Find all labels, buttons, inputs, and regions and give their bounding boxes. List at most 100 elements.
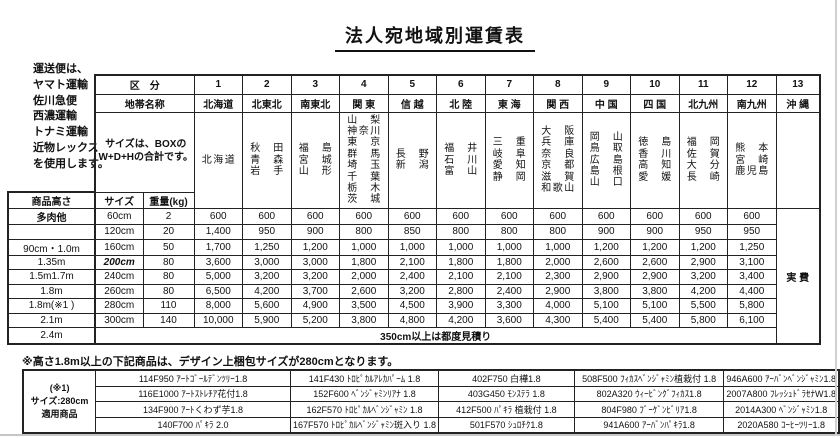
carrier-note-line: 運送便は、	[33, 63, 88, 75]
rate-cell: 600	[290, 208, 340, 225]
carrier-note-line: トナミ運輸	[33, 126, 88, 139]
size-header: サイズ	[94, 191, 144, 209]
rate-cell: 4,900	[290, 298, 340, 314]
carrier-note-line: 西濃運輸	[33, 110, 77, 123]
rate-cell: 1,200	[581, 238, 631, 256]
rate-row: 1.35m 200cm 80 3,600 3,000 3,000 1,800 2,100 1,8…	[7, 254, 820, 270]
prefecture: 大 阪	[541, 126, 575, 138]
product-item: 2007A800 ﾌﾚｯｼｭﾄﾞﾗｾﾅW1.8	[723, 385, 840, 402]
prefecture-list-13	[775, 111, 821, 209]
rate-cell: 1,800	[484, 254, 534, 270]
page-title: 法人宛地域別運賃表	[30, 22, 840, 52]
rate-cell: 1,000	[484, 238, 534, 256]
weight-value: 20	[142, 224, 195, 240]
chitai-header: 地帯名称	[94, 93, 195, 113]
okinawa-actual-cost: 実 費	[775, 208, 821, 345]
product-row: 116E1000 ｱｰﾄｽﾄﾚﾁｱ花付1.8 152F600 ﾍﾞﾝｼﾞｬﾐﾝﾘｱ…	[23, 385, 840, 402]
zone-name-7: 東 海	[484, 93, 534, 113]
rate-cell: 600	[678, 208, 728, 225]
prefecture: 滋 賀	[541, 171, 575, 183]
rate-cell: 5,800	[727, 298, 777, 314]
rate-cell: 5,800	[678, 312, 728, 328]
rate-cell: 3,900	[436, 298, 486, 314]
product-item: 141F430 ﾄﾛﾋﾟｶﾙｱﾚｶﾊﾟｰﾑ 1.8	[289, 369, 440, 387]
prefecture: 岡 山	[589, 131, 623, 143]
rate-cell: 2,600	[581, 254, 631, 270]
size-value: 200cm	[94, 254, 144, 270]
footnote: ※高さ1.8m以上の下記商品は、デザイン上梱包サイズが280cmとなります。	[22, 356, 399, 368]
rate-cell: 5,600	[242, 298, 292, 314]
rate-cell: 3,700	[290, 283, 340, 299]
zone-number-12: 12	[727, 74, 777, 95]
prefecture: 宮 城	[298, 154, 332, 166]
prefecture: 岩 手	[250, 165, 284, 177]
rate-cell: 4,000	[533, 298, 583, 314]
rate-cell: 3,200	[290, 269, 340, 285]
zone-number-2: 2	[242, 74, 292, 95]
rate-cell: 850	[387, 224, 437, 240]
rate-cell: 2,900	[678, 254, 728, 270]
prefecture: 富 山	[444, 165, 478, 177]
rate-cell: 1,250	[727, 238, 777, 256]
product-item: 162F570 ﾄﾛﾋﾟｶﾙﾍﾞﾝｼﾞｬﾐﾝ 1.8	[289, 401, 440, 418]
prefecture: 鳥 取	[589, 143, 623, 155]
product-item: 802A320 ｳｨｰﾋﾞﾝｸﾞﾌｨｶｽ1.8	[573, 385, 725, 402]
rate-cell: 3,200	[242, 269, 292, 285]
rate-cell: 3,800	[630, 283, 680, 299]
prefecture: 京 都	[541, 160, 575, 172]
rate-cell: 600	[387, 208, 437, 225]
prefecture: 愛 知	[492, 160, 526, 172]
rate-cell: 600	[242, 208, 292, 225]
prefecture: 福 岡	[686, 137, 720, 149]
prefecture-list-3: 福 島宮 城山 形	[290, 111, 340, 209]
product-item: 941A600 ｱｰﾊﾞﾝﾊﾟｷﾗ1.8	[573, 416, 725, 434]
height-label: 多肉他	[7, 208, 96, 225]
product-item: 134F900 ｱｰﾄくわず芋1.8	[95, 401, 291, 418]
rate-cell: 4,800	[387, 312, 437, 328]
rate-cell: 2,600	[339, 283, 389, 299]
rate-cell: 6,500	[193, 283, 243, 299]
prefecture: 山 口	[589, 177, 623, 189]
prefecture: 福 島	[298, 143, 332, 155]
rate-cell: 4,300	[533, 312, 583, 328]
weight-value: 110	[142, 298, 195, 314]
prefecture: 高 知	[638, 160, 672, 172]
rate-cell: 900	[630, 224, 680, 240]
scan-edge-bottom	[0, 434, 840, 436]
rate-cell: 600	[727, 208, 777, 225]
rate-cell: 600	[581, 208, 631, 225]
prefecture: 埼 玉	[347, 160, 381, 172]
rate-cell: 3,800	[581, 283, 631, 299]
rate-cell: 3,200	[387, 283, 437, 299]
prefecture: 広 島	[589, 154, 623, 166]
rate-cell: 3,300	[484, 298, 534, 314]
height-label: 2.1m	[7, 312, 96, 328]
height-label	[7, 224, 96, 240]
prefecture-list-4: 山 梨神奈川東 京群 馬埼 玉千 葉栃 木茨 城	[339, 111, 389, 209]
rate-cell: 5,100	[581, 298, 631, 314]
prefecture-row: サイズは、BOXの W+D+Hの合計です。 北海道秋 田青 森岩 手福 島宮 城山…	[8, 111, 821, 209]
height-label: 1.8m	[7, 283, 96, 299]
product-item: 403G450 ﾓﾝｽﾃﾗ 1.8	[438, 385, 575, 402]
zone-number-13: 13	[775, 74, 821, 95]
rate-cell: 2,100	[387, 254, 437, 270]
rate-row: 1.8m(※1 ) 280cm 110 8,000 5,600 4,900 3,500 4,5…	[7, 298, 820, 314]
zone-name-row: 地帯名称 北海道 北東北 南東北関 東信 越北 陸東 海関 西中 国四 国北九州 南九…	[8, 93, 821, 113]
rate-cell: 3,200	[678, 269, 728, 285]
prefecture: 栃 木	[347, 183, 381, 195]
zone-name-8: 関 西	[533, 93, 583, 113]
scan-edge-right	[835, 0, 837, 436]
rate-cell: 1,200	[290, 238, 340, 256]
size-note-line: サイズは、BOXの	[105, 139, 187, 150]
rate-cell: 2,400	[387, 269, 437, 285]
prefecture: 三 重	[492, 137, 526, 149]
prefecture: 徳 島	[638, 137, 672, 149]
rate-cell: 950	[242, 224, 292, 240]
prefecture-list-1: 北海道	[193, 111, 243, 209]
rate-cell: 2,900	[533, 283, 583, 299]
zone-name-6: 北 陸	[436, 93, 486, 113]
product-item: 2014A300 ﾍﾞﾝｼﾞｬﾐﾝ1.8	[723, 401, 840, 418]
zone-name-4: 関 東	[339, 93, 389, 113]
rate-cell: 900	[581, 224, 631, 240]
